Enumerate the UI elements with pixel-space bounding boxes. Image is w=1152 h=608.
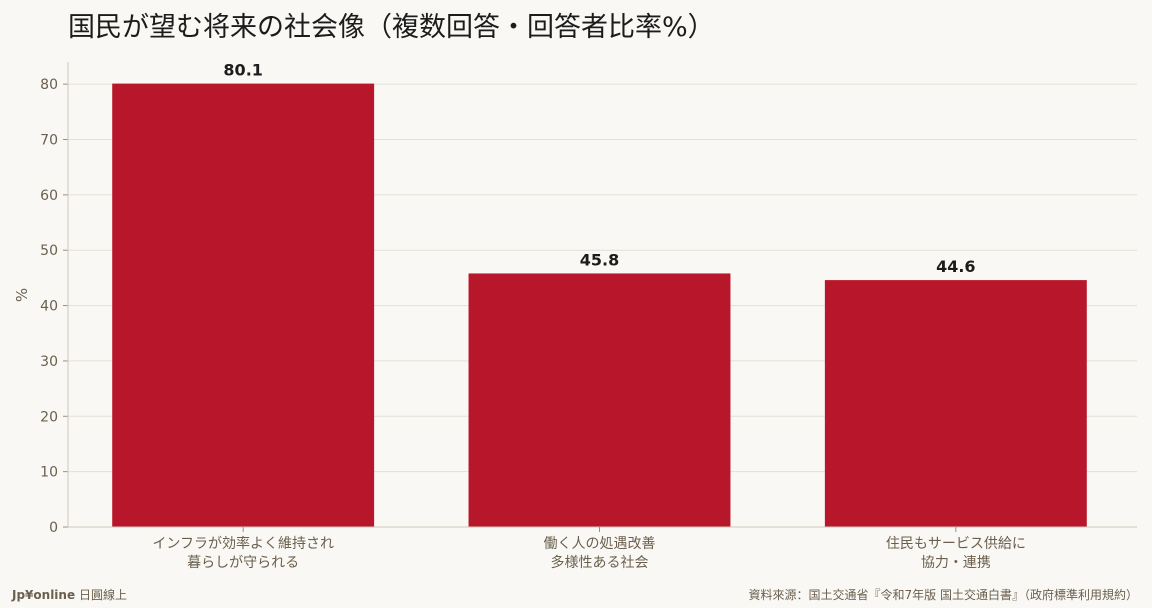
bar (824, 280, 1087, 527)
brand-name: Jp¥online (12, 588, 76, 602)
y-tick-label: 70 (40, 133, 58, 149)
y-tick-label: 80 (40, 77, 58, 93)
bar-value-label: 80.1 (223, 61, 262, 80)
brand-suffix: 日圓線上 (78, 588, 127, 602)
bar (112, 83, 375, 527)
bar-value-label: 45.8 (580, 250, 619, 269)
x-tick-label: 協力・連携 (921, 555, 991, 571)
footer-brand: Jp¥online 日圓線上 (12, 586, 127, 603)
axes (63, 62, 1137, 532)
chart-title: 国民が望む将来の社会像（複数回答・回答者比率%） (68, 12, 715, 43)
x-tick-label: 多様性ある社会 (551, 554, 649, 571)
y-tick-label: 10 (40, 465, 58, 481)
y-tick-label: 60 (40, 188, 58, 204)
y-tick-label: 50 (40, 243, 58, 259)
y-tick-label: 0 (49, 520, 58, 536)
x-tick-label: 働く人の処遇改善 (544, 536, 656, 552)
y-tick-label: 20 (40, 409, 58, 425)
bar (468, 273, 731, 527)
bar-value-label: 44.6 (936, 257, 975, 276)
labels: 0 10 20 30 40 50 60 70 80% 80.1 インフラが効率よく維持され暮らしが守… (13, 61, 1026, 571)
x-tick-label: 暮らしが守られる (187, 555, 299, 571)
x-tick-label: インフラが効率よく維持され (152, 535, 334, 552)
x-tick-label: 住民もサービス供給に (886, 536, 1026, 552)
bars (112, 83, 1087, 527)
source-note: 資料來源：国土交通省『令和7年版 国土交通白書』（政府標準利用規約） (748, 588, 1138, 602)
y-tick-label: 40 (40, 299, 58, 315)
y-axis-title: % (13, 288, 31, 302)
y-tick-label: 30 (40, 354, 58, 370)
